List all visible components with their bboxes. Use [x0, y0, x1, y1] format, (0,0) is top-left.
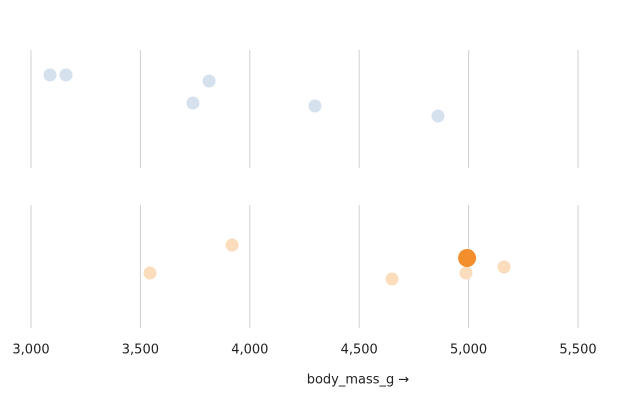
- x-tick-label: 3,500: [122, 343, 159, 358]
- point: [43, 68, 57, 82]
- x-tick-label: 5,500: [559, 343, 596, 358]
- x-axis-label: body_mass_g →: [307, 373, 410, 388]
- point: [431, 109, 445, 123]
- point: [225, 238, 239, 252]
- point: [202, 74, 216, 88]
- point: [186, 96, 200, 110]
- point: [59, 68, 73, 82]
- point: [459, 266, 473, 280]
- highlighted-point: [458, 249, 477, 267]
- x-tick-label: 3,000: [12, 343, 49, 358]
- point: [143, 266, 157, 280]
- point: [308, 99, 322, 113]
- point: [385, 272, 399, 286]
- x-tick-label: 4,500: [341, 343, 378, 358]
- point: [497, 260, 511, 274]
- x-tick-label: 4,000: [231, 343, 268, 358]
- x-tick-label: 5,000: [450, 343, 487, 358]
